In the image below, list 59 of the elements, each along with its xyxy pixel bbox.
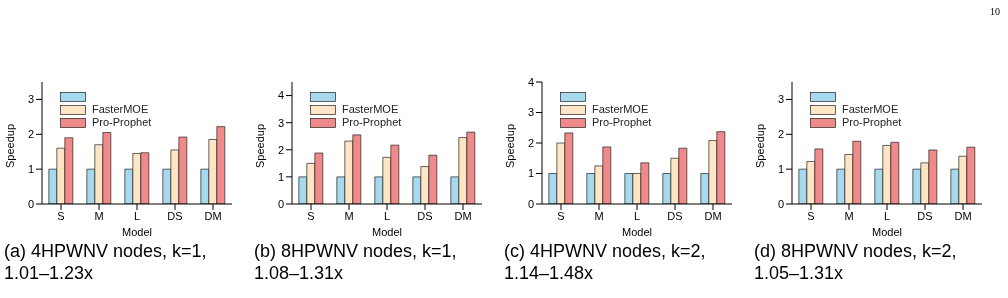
y-tick-label: 3 bbox=[527, 106, 534, 119]
y-tick-label: 3 bbox=[27, 93, 34, 106]
y-tick-label: 1 bbox=[277, 170, 284, 183]
x-tick-label: DS bbox=[167, 209, 183, 222]
y-tick-label: 2 bbox=[277, 143, 284, 156]
x-tick-label: DS bbox=[667, 209, 683, 222]
x-tick-label: DM bbox=[454, 209, 472, 222]
x-tick-label: L bbox=[383, 209, 391, 222]
x-axis-title: Model bbox=[122, 226, 152, 238]
x-tick-label: L bbox=[633, 209, 641, 222]
x-tick-label: DM bbox=[704, 209, 722, 222]
legend-label: Pro-Prophet bbox=[842, 116, 902, 129]
y-tick-label: 2 bbox=[27, 128, 34, 141]
y-axis-title: Speedup bbox=[3, 123, 16, 168]
y-tick-label: 1 bbox=[27, 163, 34, 176]
x-tick-label: L bbox=[883, 209, 891, 222]
text: (b) 8HPWNV nodes, k=1, 1.08–1.31x bbox=[254, 240, 458, 284]
y-tick-label: 1 bbox=[527, 167, 534, 180]
legend-label: FasterMOE bbox=[592, 103, 649, 116]
y-axis-title: Speedup bbox=[503, 123, 516, 168]
x-tick-label: L bbox=[133, 209, 141, 222]
y-tick-label: 4 bbox=[527, 75, 534, 88]
y-tick-label: 3 bbox=[777, 93, 784, 106]
x-axis-title: Model bbox=[622, 226, 652, 238]
x-tick-label: M bbox=[594, 209, 604, 222]
y-tick-label: 0 bbox=[777, 197, 784, 210]
legend-label: FasterMOE bbox=[342, 103, 399, 116]
text: (d) 8HPWNV nodes, k=2, 1.05–1.31x bbox=[754, 240, 958, 284]
y-tick-label: 3 bbox=[277, 116, 284, 129]
x-tick-label: S bbox=[557, 209, 565, 222]
x-tick-label: M bbox=[844, 209, 854, 222]
y-tick-label: 0 bbox=[277, 197, 284, 210]
x-tick-label: S bbox=[307, 209, 315, 222]
x-axis-title: Model bbox=[872, 226, 902, 238]
y-tick-label: 4 bbox=[277, 89, 284, 102]
x-tick-label: S bbox=[57, 209, 65, 222]
x-tick-label: DS bbox=[417, 209, 433, 222]
y-tick-label: 0 bbox=[27, 197, 34, 210]
y-tick-label: 2 bbox=[777, 128, 784, 141]
x-tick-label: DM bbox=[204, 209, 222, 222]
x-axis-title: Model bbox=[372, 226, 402, 238]
x-tick-label: M bbox=[94, 209, 104, 222]
y-axis-title: Speedup bbox=[753, 123, 766, 168]
x-tick-label: DS bbox=[917, 209, 933, 222]
text: (c) 4HPWNV nodes, k=2, 1.14–1.48x bbox=[504, 240, 707, 284]
legend-label: Pro-Prophet bbox=[342, 116, 402, 129]
legend-label: FasterMOE bbox=[92, 103, 149, 116]
x-tick-label: M bbox=[344, 209, 354, 222]
x-tick-label: S bbox=[807, 209, 815, 222]
legend-label: FasterMOE bbox=[842, 103, 899, 116]
y-tick-label: 2 bbox=[527, 136, 534, 149]
legend-label: Pro-Prophet bbox=[592, 116, 652, 129]
text: (a) 4HPWNV nodes, k=1, 1.01–1.23x bbox=[4, 240, 208, 284]
x-tick-label: DM bbox=[954, 209, 972, 222]
legend-label: Pro-Prophet bbox=[92, 116, 152, 129]
y-tick-label: 1 bbox=[777, 163, 784, 176]
text: 10 bbox=[990, 6, 1000, 17]
y-tick-label: 0 bbox=[527, 197, 534, 210]
y-axis-title: Speedup bbox=[253, 123, 266, 168]
